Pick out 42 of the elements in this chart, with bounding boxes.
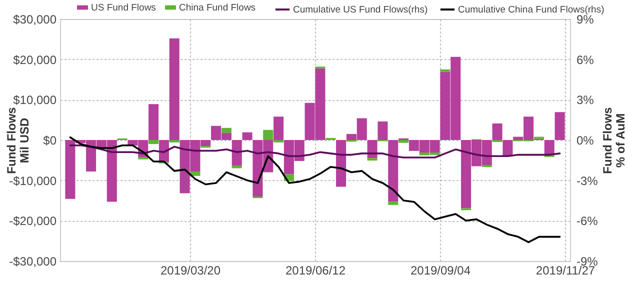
bar [554, 112, 565, 140]
x-tick-label: 2019/09/04 [410, 264, 471, 278]
bar [148, 104, 159, 140]
line-series [69, 136, 561, 244]
legend-label: US Fund Flows [91, 2, 156, 14]
y2-tick-label: 6% [576, 52, 594, 67]
y-tick-label: $30,000 [13, 12, 57, 26]
bar [388, 202, 398, 205]
bar [388, 140, 398, 202]
y-tick-label: $0 [43, 134, 57, 148]
bar [440, 69, 450, 72]
y-axis-title: Fund Flows Mil USD [4, 106, 32, 174]
y2-tick-label: 0% [576, 134, 594, 148]
bar [502, 140, 513, 157]
bar [492, 123, 502, 140]
y2-tick-label: -3% [576, 174, 598, 188]
bar [169, 38, 180, 140]
bar [263, 130, 274, 140]
bar [336, 140, 346, 187]
bar [274, 116, 284, 140]
y2-tick-label: 3% [576, 93, 594, 108]
legend-label: China Fund Flows [179, 2, 256, 14]
legend-label: Cumulative US Fund Flows(rhs) [293, 4, 428, 16]
line-series [69, 144, 561, 158]
x-tick-label: 2019/03/20 [160, 264, 221, 278]
bar [232, 140, 242, 166]
y-tick-label: -$20,000 [9, 214, 57, 228]
y2-axis-title: Fund Flows % of AuM [600, 106, 628, 174]
bar [378, 121, 388, 140]
legend-label: Cumulative China Fund Flows(rhs) [458, 4, 604, 16]
y2-tick-label: -6% [576, 214, 598, 228]
bar [398, 140, 409, 143]
bar [242, 132, 252, 140]
x-tick-label: 2019/06/12 [285, 264, 346, 278]
y-tick-label: $20,000 [13, 52, 57, 67]
bar [148, 140, 159, 144]
y-tick-label: -$10,000 [9, 174, 57, 188]
bar [221, 128, 232, 133]
y2-tick-label: 9% [576, 12, 594, 26]
y-tick-label: $10,000 [13, 93, 57, 108]
y-tick-label: -$30,000 [9, 254, 57, 268]
bar [367, 158, 378, 161]
